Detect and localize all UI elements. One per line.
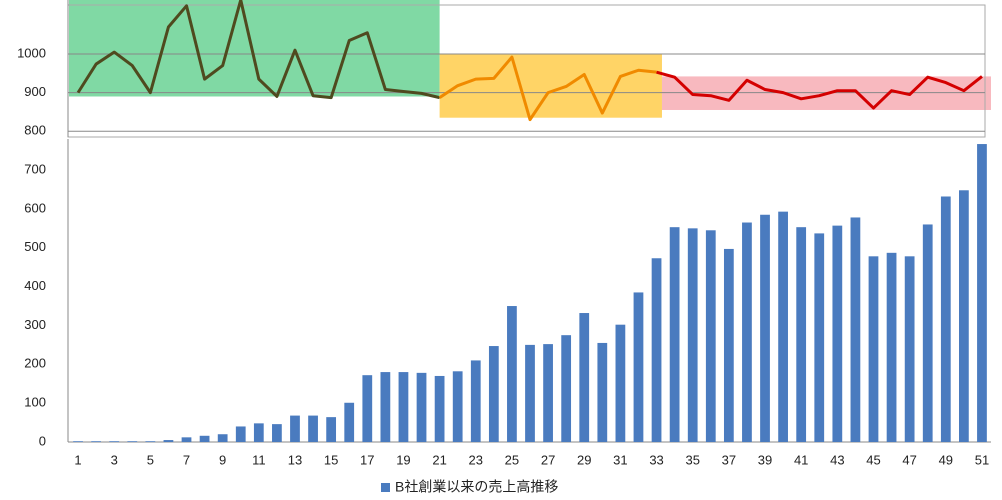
x-tick-label: 33 (649, 452, 663, 467)
x-tick-label: 19 (396, 452, 410, 467)
x-tick-label: 11 (252, 452, 266, 467)
bar (597, 342, 608, 442)
highlight-band (439, 54, 662, 118)
bar (290, 415, 300, 442)
x-tick-label: 15 (324, 452, 338, 467)
y-tick-label: 500 (24, 239, 46, 254)
x-tick-label: 35 (685, 452, 699, 467)
bar (760, 214, 770, 442)
y-tick-label: 700 (24, 162, 46, 177)
y-tick-label: 100 (24, 395, 46, 410)
bar (362, 375, 373, 442)
bar (507, 306, 517, 442)
bar (886, 252, 897, 442)
bar (235, 426, 246, 442)
legend-swatch (381, 483, 390, 492)
x-tick-label: 13 (288, 452, 302, 467)
bar (470, 360, 481, 442)
bar (904, 256, 915, 442)
bar (326, 417, 337, 442)
bar (615, 324, 626, 442)
highlight-band (69, 0, 440, 97)
x-tick-label: 51 (975, 452, 989, 467)
x-tick-label: 29 (577, 452, 591, 467)
line-series (438, 55, 657, 122)
bar (687, 228, 698, 442)
x-tick-label: 5 (147, 452, 154, 467)
bar (525, 344, 535, 442)
y-tick-label: 600 (24, 200, 46, 215)
bar (868, 256, 879, 442)
x-tick-label: 39 (758, 452, 772, 467)
x-tick-label: 31 (613, 452, 627, 467)
bar (633, 292, 644, 442)
bar (272, 424, 282, 442)
x-tick-label: 49 (939, 452, 953, 467)
y-tick-label: 0 (39, 433, 46, 448)
x-tick-label: 41 (794, 452, 808, 467)
bar (416, 372, 427, 442)
bar (109, 441, 120, 442)
x-tick-label: 43 (830, 452, 844, 467)
y-tick-label: 300 (24, 317, 46, 332)
bar (796, 227, 807, 442)
bar (832, 225, 843, 442)
bar (543, 344, 553, 442)
bar (308, 415, 318, 442)
y-tick-label: 1000 (17, 45, 46, 60)
bar (452, 371, 463, 442)
x-tick-label: 17 (360, 452, 374, 467)
line-series (656, 70, 983, 110)
y-tick-label: 800 (24, 123, 46, 138)
y-tick-label: 200 (24, 356, 46, 371)
bar (127, 441, 138, 442)
bar (488, 346, 499, 442)
x-tick-label: 27 (541, 452, 555, 467)
x-tick-label: 37 (722, 452, 736, 467)
bar (73, 441, 83, 442)
x-tick-label: 23 (469, 452, 483, 467)
bar (217, 434, 228, 442)
y-tick-label: 900 (24, 84, 46, 99)
x-tick-label: 45 (866, 452, 880, 467)
bar (922, 224, 933, 442)
bar (742, 222, 752, 442)
bar (398, 372, 409, 442)
bar (91, 441, 101, 442)
bar (181, 437, 192, 442)
x-tick-label: 25 (505, 452, 519, 467)
bar (669, 227, 680, 442)
bar (579, 313, 590, 442)
bar (199, 435, 210, 442)
x-tick-label: 1 (74, 452, 81, 467)
x-tick-label: 21 (432, 452, 446, 467)
x-tick-label: 3 (111, 452, 118, 467)
x-tick-label: 47 (902, 452, 916, 467)
legend-label: B社創業以来の売上高推移 (395, 479, 558, 495)
x-tick-label: 7 (183, 452, 190, 467)
bar (814, 233, 825, 442)
bar (651, 258, 662, 442)
bar (778, 211, 788, 442)
bar (145, 441, 156, 442)
bar (959, 190, 969, 442)
bar (705, 230, 716, 442)
line-series (76, 0, 440, 100)
bar (253, 423, 264, 442)
bar (723, 248, 734, 442)
bar (344, 402, 355, 442)
bar (163, 440, 174, 442)
bar (380, 372, 391, 442)
x-tick-label: 9 (219, 452, 226, 467)
bar (850, 217, 861, 442)
y-tick-label: 400 (24, 278, 46, 293)
bar (561, 335, 572, 442)
bar (434, 375, 445, 442)
bar (940, 196, 951, 442)
bar (977, 144, 987, 443)
